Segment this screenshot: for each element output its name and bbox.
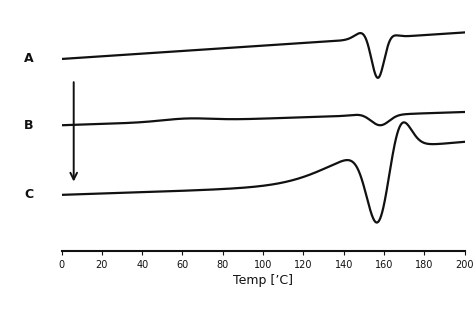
X-axis label: Temp [’C]: Temp [’C]: [233, 274, 293, 287]
Text: C: C: [24, 188, 33, 201]
Text: B: B: [24, 119, 33, 132]
Text: A: A: [24, 52, 33, 65]
